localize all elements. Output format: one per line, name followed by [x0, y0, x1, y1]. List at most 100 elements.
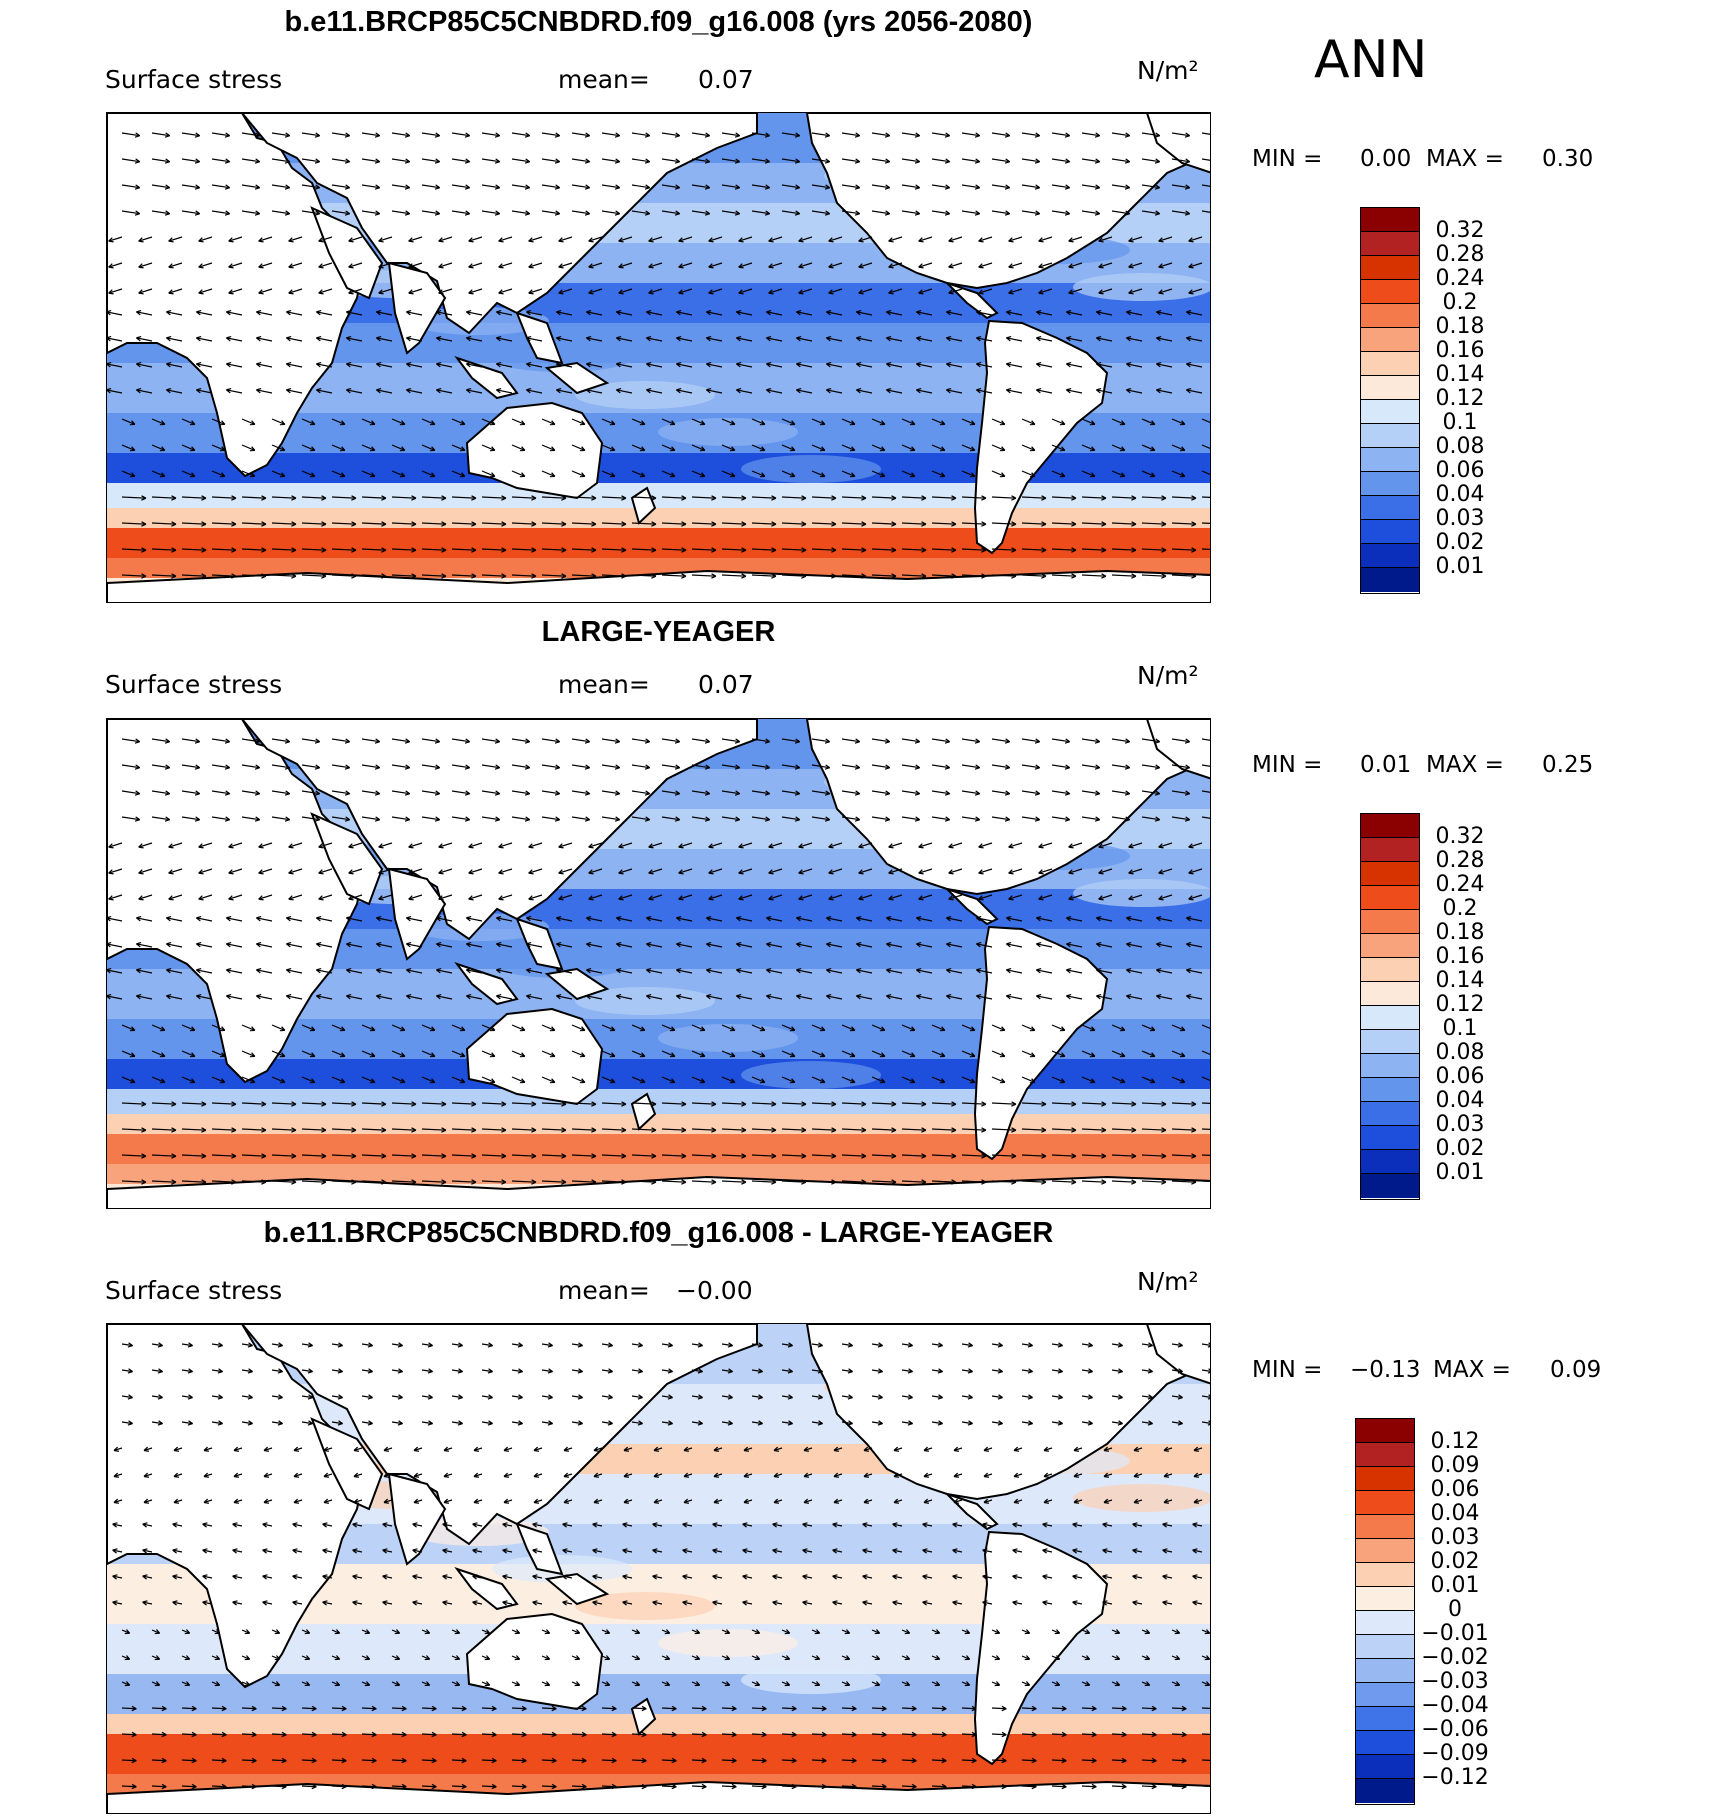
colorbar-box: [1356, 1491, 1414, 1515]
panel-3-mean-label: mean=: [558, 1276, 650, 1305]
colorbar-tick-label: 0.2: [1442, 290, 1478, 315]
panel-3-map: [106, 1323, 1211, 1814]
panel-1-min-value: 0.00: [1360, 146, 1412, 172]
colorbar-box: [1356, 1779, 1414, 1803]
colorbar-box: [1361, 958, 1419, 982]
colorbar-box: [1361, 1102, 1419, 1126]
colorbar-box: [1356, 1443, 1414, 1467]
colorbar-box: [1361, 448, 1419, 472]
colorbar-tick-label: 0.06: [1435, 458, 1485, 483]
colorbar-box: [1361, 862, 1419, 886]
panel-3-variable: Surface stress: [105, 1276, 283, 1305]
colorbar-tick-label: 0.03: [1435, 1112, 1485, 1137]
colorbar-tick-label: −0.09: [1421, 1741, 1489, 1766]
panel-2-mean-value: 0.07: [698, 670, 754, 699]
colorbar-tick-label: 0.08: [1435, 1040, 1485, 1065]
panel-3-max-label: MAX =: [1433, 1357, 1511, 1383]
panel-1-title: b.e11.BRCP85C5CNBDRD.f09_g16.008 (yrs 20…: [284, 6, 1033, 38]
colorbar-box: [1361, 520, 1419, 544]
colorbar-tick-label: 0.04: [1435, 1088, 1485, 1113]
colorbar-tick-label: 0.01: [1430, 1573, 1480, 1598]
colorbar-tick-label: 0.28: [1435, 848, 1485, 873]
colorbar-box: [1361, 496, 1419, 520]
colorbar-tick-label: 0.03: [1435, 506, 1485, 531]
colorbar-tick-label: 0.02: [1435, 1136, 1485, 1161]
colorbar-tick-label: 0.01: [1435, 554, 1485, 579]
colorbar-tick-label: 0.32: [1435, 824, 1485, 849]
colorbar-tick-label: 0.1: [1442, 1016, 1478, 1041]
panel-2-max-value: 0.25: [1542, 752, 1594, 778]
panel-2-min-value: 0.01: [1360, 752, 1412, 778]
colorbar-box: [1361, 1006, 1419, 1030]
colorbar-tick-label: −0.12: [1421, 1765, 1489, 1790]
colorbar-box: [1361, 376, 1419, 400]
colorbar-box: [1356, 1419, 1414, 1443]
panel-2-mean-label: mean=: [558, 670, 650, 699]
colorbar-tick-label: 0.2: [1442, 896, 1478, 921]
colorbar-tick-label: 0.08: [1435, 434, 1485, 459]
colorbar-box: [1361, 232, 1419, 256]
panel-3-min-label: MIN =: [1252, 1357, 1323, 1383]
panel-2-min-label: MIN =: [1252, 752, 1323, 778]
colorbar-tick-label: 0.18: [1435, 920, 1485, 945]
panel-2-max-label: MAX =: [1426, 752, 1504, 778]
colorbar-tick-label: 0.04: [1435, 482, 1485, 507]
colorbar-box: [1356, 1683, 1414, 1707]
colorbar-tick-label: 0.28: [1435, 242, 1485, 267]
colorbar-tick-label: 0.02: [1430, 1549, 1480, 1574]
colorbar-tick-label: 0.24: [1435, 872, 1485, 897]
season-label: ANN: [1314, 30, 1428, 90]
panel-2-variable: Surface stress: [105, 670, 283, 699]
colorbar-tick-label: −0.06: [1421, 1717, 1489, 1742]
colorbar-box: [1356, 1731, 1414, 1755]
colorbar-box: [1361, 544, 1419, 568]
panel-1-units: N/m²: [1137, 56, 1199, 85]
colorbar-tick-label: −0.02: [1421, 1645, 1489, 1670]
panel-3-min-value: −0.13: [1350, 1357, 1421, 1383]
panel-1-variable: Surface stress: [105, 65, 283, 94]
colorbar-box: [1361, 1054, 1419, 1078]
panel-3-mean-value: −0.00: [676, 1276, 753, 1305]
colorbar-tick-label: −0.01: [1421, 1621, 1489, 1646]
colorbar-box: [1361, 1174, 1419, 1198]
colorbar-tick-label: 0.06: [1430, 1477, 1480, 1502]
panel-1-mean-label: mean=: [558, 65, 650, 94]
colorbar-box: [1356, 1611, 1414, 1635]
colorbar-box: [1361, 1078, 1419, 1102]
colorbar-box: [1361, 814, 1419, 838]
panel-3-units: N/m²: [1137, 1267, 1199, 1296]
colorbar-box: [1356, 1659, 1414, 1683]
colorbar-tick-label: 0.32: [1435, 218, 1485, 243]
colorbar-box: [1361, 982, 1419, 1006]
panel-2-colorbar: [1360, 813, 1420, 1200]
panel-2-map: [106, 718, 1211, 1209]
colorbar-box: [1361, 838, 1419, 862]
colorbar-box: [1361, 256, 1419, 280]
colorbar-box: [1361, 886, 1419, 910]
colorbar-box: [1356, 1707, 1414, 1731]
colorbar-box: [1356, 1539, 1414, 1563]
panel-1-map: [106, 112, 1211, 603]
colorbar-tick-label: 0.16: [1435, 944, 1485, 969]
colorbar-box: [1361, 208, 1419, 232]
colorbar-tick-label: 0.04: [1430, 1501, 1480, 1526]
colorbar-tick-label: 0: [1448, 1597, 1462, 1622]
colorbar-tick-label: 0.03: [1430, 1525, 1480, 1550]
colorbar-tick-label: 0.09: [1430, 1453, 1480, 1478]
panel-1-mean-value: 0.07: [698, 65, 754, 94]
panel-1-max-label: MAX =: [1426, 146, 1504, 172]
colorbar-box: [1361, 352, 1419, 376]
colorbar-box: [1356, 1755, 1414, 1779]
colorbar-box: [1361, 1126, 1419, 1150]
colorbar-tick-label: 0.18: [1435, 314, 1485, 339]
colorbar-box: [1361, 1150, 1419, 1174]
colorbar-tick-label: 0.1: [1442, 410, 1478, 435]
colorbar-tick-label: −0.04: [1421, 1693, 1489, 1718]
colorbar-tick-label: 0.12: [1430, 1429, 1480, 1454]
panel-3-title: b.e11.BRCP85C5CNBDRD.f09_g16.008 - LARGE…: [263, 1217, 1054, 1249]
panel-1-max-value: 0.30: [1542, 146, 1594, 172]
colorbar-box: [1361, 328, 1419, 352]
colorbar-box: [1361, 1030, 1419, 1054]
panel-1-colorbar: [1360, 207, 1420, 594]
colorbar-box: [1361, 910, 1419, 934]
